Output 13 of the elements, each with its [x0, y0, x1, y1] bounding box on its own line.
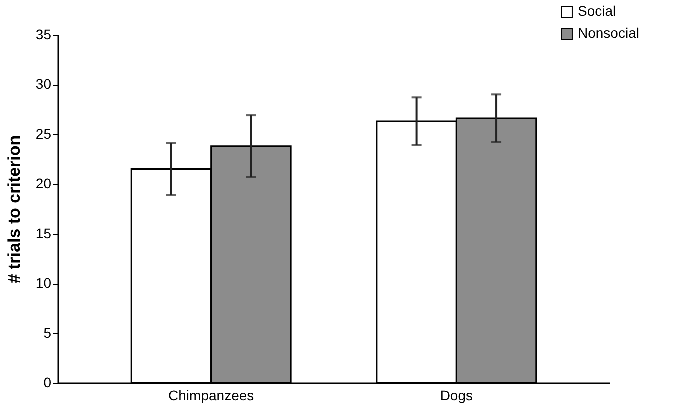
- x-tick-label: Dogs: [440, 388, 474, 404]
- y-axis-title: # trials to criterion: [4, 135, 24, 284]
- y-tick-label: 0: [44, 374, 52, 390]
- y-tick-label: 35: [36, 26, 52, 42]
- y-tick-label: 10: [36, 275, 52, 292]
- y-tick-label: 5: [44, 324, 52, 341]
- y-tick-label: 25: [36, 126, 52, 142]
- y-tick-label: 30: [36, 76, 52, 92]
- x-tick-label: Chimpanzees: [168, 388, 254, 404]
- y-tick-label: 20: [36, 176, 52, 192]
- y-tick-label: 15: [36, 225, 52, 242]
- legend-label: Social: [578, 3, 616, 19]
- legend-label: Nonsocial: [578, 25, 640, 41]
